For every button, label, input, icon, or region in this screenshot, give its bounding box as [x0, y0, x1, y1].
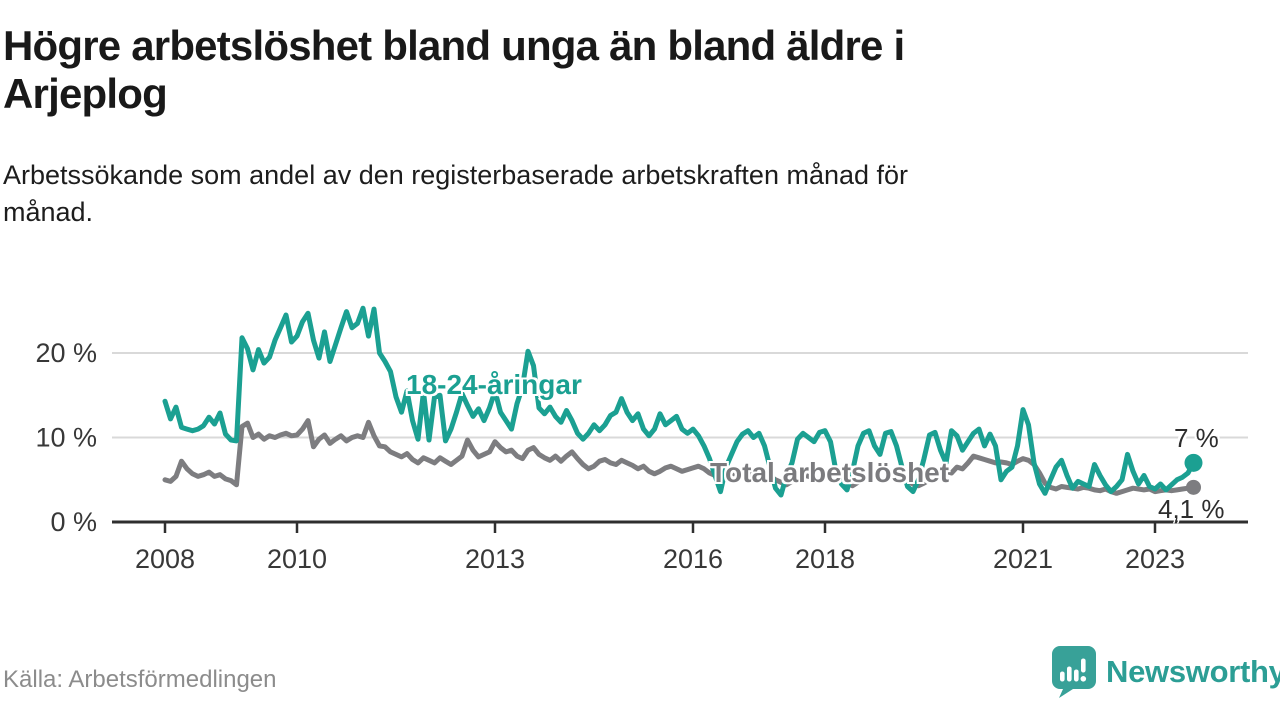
- subtitle-line2: månad.: [3, 196, 94, 227]
- svg-text:10 %: 10 %: [35, 423, 97, 453]
- chart-subtitle: Arbetssökande som andel av den registerb…: [3, 157, 1213, 231]
- svg-text:0 %: 0 %: [50, 507, 97, 537]
- series-label-total: Total arbetslöshet: [710, 457, 950, 488]
- end-value-total: 4,1 %: [1158, 494, 1225, 524]
- svg-text:2008: 2008: [135, 544, 195, 574]
- newsworthy-icon: [1052, 646, 1096, 698]
- svg-text:2023: 2023: [1125, 544, 1185, 574]
- line-chart-canvas: 0 % 10 % 20 % 2008 2010 2013 2016 2018 2021 2023: [35, 305, 1248, 574]
- svg-text:20 %: 20 %: [35, 338, 97, 368]
- series-label-youth: 18-24-åringar: [406, 369, 582, 400]
- newsworthy-logo[interactable]: Newsworthy: [1050, 645, 1280, 699]
- svg-text:2018: 2018: [795, 544, 855, 574]
- svg-text:2010: 2010: [267, 544, 327, 574]
- subtitle-line1: Arbetssökande som andel av den registerb…: [3, 160, 909, 190]
- svg-text:2013: 2013: [465, 544, 525, 574]
- source-note: Källa: Arbetsförmedlingen: [3, 666, 277, 693]
- svg-text:2021: 2021: [993, 544, 1053, 574]
- newsworthy-wordmark: Newsworthy: [1106, 654, 1280, 689]
- page-title: Högre arbetslöshet bland unga än bland ä…: [3, 22, 1213, 118]
- svg-text:2016: 2016: [663, 544, 723, 574]
- end-value-youth: 7 %: [1174, 423, 1219, 453]
- title-line1: Högre arbetslöshet bland unga än bland ä…: [3, 22, 905, 69]
- title-line2: Arjeplog: [3, 69, 168, 117]
